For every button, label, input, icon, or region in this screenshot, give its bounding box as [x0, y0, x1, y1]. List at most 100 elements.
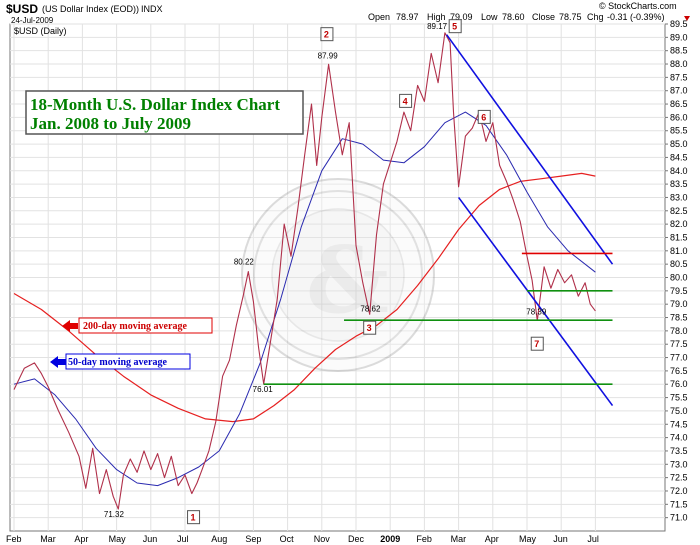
y-tick-label: 81.0	[670, 246, 688, 256]
y-tick-label: 73.0	[670, 459, 688, 469]
y-tick-label: 88.0	[670, 59, 688, 69]
high-label: High	[427, 12, 446, 22]
x-tick-label: Apr	[74, 534, 88, 544]
brand-label: © StockCharts.com	[599, 1, 677, 11]
chg-label: Chg	[587, 12, 604, 22]
y-tick-label: 85.5	[670, 126, 688, 136]
y-tick-label: 84.0	[670, 166, 688, 176]
y-tick-label: 71.5	[670, 499, 688, 509]
y-tick-label: 79.0	[670, 299, 688, 309]
channel-line	[457, 196, 614, 407]
ma50-label: 50-day moving average	[68, 357, 167, 368]
y-tick-label: 72.0	[670, 486, 688, 496]
wave-label-box	[448, 19, 462, 34]
price-line	[13, 32, 596, 510]
index-name: (US Dollar Index (EOD))	[42, 4, 139, 14]
low-label: Low	[481, 12, 498, 22]
open-label: Open	[368, 12, 390, 22]
wave-labels-layer: 1 2 3 4 5 6 7	[187, 19, 544, 525]
x-tick-label: Sep	[245, 534, 261, 544]
x-tick-label: 2009	[380, 534, 400, 544]
y-tick-label: 74.5	[670, 419, 688, 429]
y-tick-label: 77.5	[670, 339, 688, 349]
x-tick-label: Apr	[485, 534, 499, 544]
wave-label: 5	[452, 22, 457, 32]
x-axis: Feb Mar Apr May Jun Jul Aug Sep Oct Nov Dec 2009 Feb…	[6, 534, 599, 544]
trend-lines-layer	[263, 34, 614, 407]
y-tick-label: 81.5	[670, 232, 688, 242]
x-tick-label: Dec	[348, 534, 365, 544]
wave-label-box	[320, 27, 334, 42]
panel-label: $USD (Daily)	[14, 26, 67, 36]
y-tick-label: 77.0	[670, 353, 688, 363]
series-layer	[13, 32, 596, 510]
low-value: 78.60	[502, 12, 525, 22]
x-tick-label: Feb	[416, 534, 432, 544]
chart-title: 18-Month U.S. Dollar Index Chart	[30, 95, 280, 114]
ma200-label: 200-day moving average	[83, 321, 187, 332]
chg-value: -0.31 (-0.39%)	[607, 12, 665, 22]
ma200-line	[13, 172, 596, 423]
wave-label: 3	[367, 323, 372, 333]
left-arrow-icon	[62, 320, 78, 332]
y-tick-label: 82.5	[670, 206, 688, 216]
left-arrow-icon	[50, 356, 66, 368]
grid	[10, 23, 665, 531]
y-tick-label: 82.0	[670, 219, 688, 229]
high-value: 79.09	[450, 12, 473, 22]
y-tick-label: 78.0	[670, 326, 688, 336]
y-tick-label: 87.5	[670, 72, 688, 82]
y-tick-label: 84.5	[670, 152, 688, 162]
x-tick-label: Jul	[587, 534, 599, 544]
wave-label-box	[477, 109, 491, 124]
open-value: 78.97	[396, 12, 419, 22]
price-annotation: 78.39	[526, 307, 547, 316]
price-annotation: 89.17	[427, 22, 448, 31]
x-tick-label: May	[109, 534, 127, 544]
y-axis: 71.0 71.5 72.0 72.5 73.0 73.5 74.0 74.5 75.0 75.5…	[665, 19, 688, 523]
wave-label: 2	[324, 30, 329, 40]
wave-label-box	[187, 510, 201, 525]
coin-watermark: &	[241, 178, 435, 372]
ma50-callout: 50-day moving average	[50, 353, 191, 370]
y-tick-label: 78.5	[670, 313, 688, 323]
y-tick-label: 86.5	[670, 99, 688, 109]
y-tick-label: 73.5	[670, 446, 688, 456]
watermark-glyph: &	[306, 226, 389, 334]
price-annotation: 76.01	[253, 385, 274, 394]
y-tick-label: 71.0	[670, 513, 688, 523]
quote-bar: Open 78.97 High 79.09 Low 78.60 Close 78…	[368, 12, 690, 22]
ma200-callout: 200-day moving average	[62, 317, 213, 334]
x-tick-label: Mar	[40, 534, 56, 544]
wave-label-box	[363, 320, 377, 335]
y-tick-label: 80.5	[670, 259, 688, 269]
x-tick-label: May	[519, 534, 537, 544]
wave-label: 7	[534, 339, 539, 349]
x-tick-label: Jun	[143, 534, 158, 544]
x-tick-label: Feb	[6, 534, 22, 544]
y-tick-label: 83.0	[670, 192, 688, 202]
y-tick-label: 87.0	[670, 86, 688, 96]
wave-label-box	[399, 93, 413, 108]
y-tick-label: 72.5	[670, 473, 688, 483]
wave-label: 4	[403, 96, 408, 106]
x-tick-label: Nov	[314, 534, 331, 544]
exchange: INDX	[141, 4, 163, 14]
wave-label: 1	[191, 513, 196, 523]
x-tick-label: Oct	[280, 534, 295, 544]
x-tick-label: Mar	[451, 534, 467, 544]
y-tick-label: 89.0	[670, 32, 688, 42]
chart-title-box: 18-Month U.S. Dollar Index Chart Jan. 20…	[25, 90, 304, 135]
close-label: Close	[532, 12, 555, 22]
y-tick-label: 75.0	[670, 406, 688, 416]
price-annotation: 80.22	[234, 258, 255, 267]
y-tick-label: 88.5	[670, 46, 688, 56]
ma50-line	[13, 111, 596, 487]
chart-subtitle: Jan. 2008 to July 2009	[30, 114, 191, 133]
y-tick-label: 89.5	[670, 19, 688, 29]
symbol: $USD	[6, 2, 38, 16]
close-value: 78.75	[559, 12, 582, 22]
channel-line	[445, 34, 614, 265]
down-arrow-icon	[684, 16, 690, 21]
